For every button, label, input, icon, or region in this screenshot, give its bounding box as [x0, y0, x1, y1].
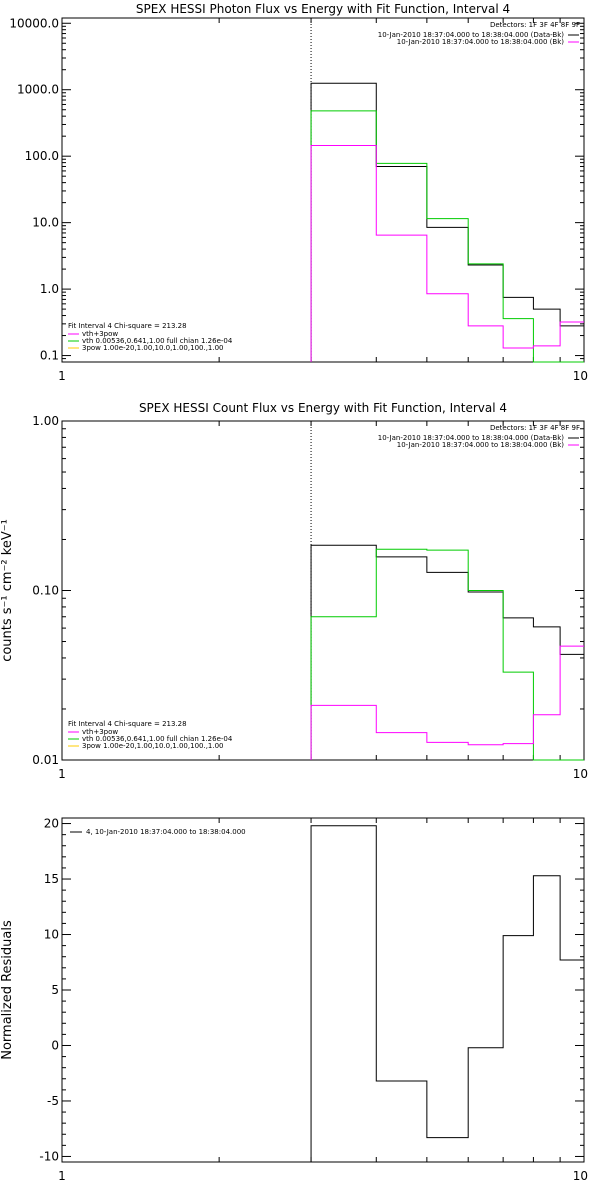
y-tick-label: 0.1	[40, 349, 59, 363]
x-tick-label: 10	[573, 369, 588, 383]
chart-panel-2: SPEX HESSI Count Flux vs Energy with Fit…	[0, 401, 588, 781]
legend-entry: 3pow 1.00e-20,1.00,10.0,1.00,100.,1.00	[82, 742, 224, 750]
legend-entry: 10-Jan-2010 18:37:04.000 to 18:38:04.000…	[397, 38, 565, 46]
series-line-background	[310, 144, 584, 362]
y-tick-label: 0	[51, 1038, 59, 1052]
legend-entry: 10-Jan-2010 18:37:04.000 to 18:38:04.000…	[378, 434, 565, 442]
series-line-residuals	[310, 825, 584, 1162]
legend-bottom-left: Fit Interval 4 Chi-square = 213.28vth+3p…	[68, 322, 233, 352]
legend-entry: 10-Jan-2010 18:37:04.000 to 18:38:04.000…	[397, 441, 565, 449]
y-tick-label: 20	[44, 817, 59, 831]
series-line-model	[310, 548, 584, 761]
plot-frame	[61, 817, 585, 1163]
x-tick-label: 10	[573, 1169, 588, 1183]
y-tick-label: 5	[51, 983, 59, 997]
y-tick-label: -5	[47, 1094, 59, 1108]
y-tick-label: 10	[44, 928, 59, 942]
legend-entry: 4, 10-Jan-2010 18:37:04.000 to 18:38:04.…	[86, 828, 246, 836]
y-tick-label: -10	[39, 1149, 59, 1163]
y-tick-label: 1.00	[32, 414, 59, 428]
y-tick-label: 1.0	[40, 282, 59, 296]
y-tick-label: 0.01	[32, 753, 59, 767]
legend-header: Detectors: 1F 3F 4F 8F 9F	[490, 424, 580, 432]
plot-frame	[61, 17, 585, 363]
plot-frame	[61, 420, 585, 761]
chart-panel-1: SPEX HESSI Photon Flux vs Energy with Fi…	[9, 2, 588, 383]
legend-top-left: 4, 10-Jan-2010 18:37:04.000 to 18:38:04.…	[70, 828, 246, 836]
series-line-background	[310, 645, 584, 760]
legend-top-right: Detectors: 1F 3F 4F 8F 9F 10-Jan-2010 18:…	[378, 21, 580, 46]
y-tick-label: 10.0	[32, 216, 59, 230]
legend-entry: vth+3pow	[82, 728, 118, 736]
series-line-model	[310, 110, 584, 363]
legend-entry: vth+3pow	[82, 330, 118, 338]
legend-entry: 10-Jan-2010 18:37:04.000 to 18:38:04.000…	[378, 31, 565, 39]
legend-header: Detectors: 1F 3F 4F 8F 9F	[490, 21, 580, 29]
x-tick-label: 1	[58, 369, 66, 383]
y-axis-label: counts s⁻¹ cm⁻² keV⁻¹	[0, 519, 15, 662]
legend-top-right: Detectors: 1F 3F 4F 8F 9F 10-Jan-2010 18:…	[378, 424, 580, 449]
y-tick-label: 1000.0	[17, 83, 59, 97]
fit-summary: Fit Interval 4 Chi-square = 213.28	[68, 720, 187, 728]
legend-bottom-left: Fit Interval 4 Chi-square = 213.28vth+3p…	[68, 720, 233, 750]
series-line-data	[310, 544, 584, 760]
series-line-data	[310, 82, 584, 362]
legend-entry: vth 0.00536,0.641,1.00 full chian 1.26e-…	[82, 337, 233, 345]
x-tick-label: 1	[58, 1169, 66, 1183]
chart-title: SPEX HESSI Photon Flux vs Energy with Fi…	[136, 2, 510, 16]
x-tick-label: 10	[573, 767, 588, 781]
legend-entry: 3pow 1.00e-20,1.00,10.0,1.00,100.,1.00	[82, 344, 224, 352]
y-tick-label: 0.10	[32, 584, 59, 598]
y-tick-label: 15	[44, 872, 59, 886]
x-tick-label: 1	[58, 767, 66, 781]
y-axis-label: Normalized Residuals	[0, 920, 15, 1060]
chart-title: SPEX HESSI Count Flux vs Energy with Fit…	[139, 401, 507, 415]
fit-summary: Fit Interval 4 Chi-square = 213.28	[68, 322, 187, 330]
y-tick-label: 100.0	[25, 149, 59, 163]
legend-entry: vth 0.00536,0.641,1.00 full chian 1.26e-…	[82, 735, 233, 743]
y-tick-label: 10000.0	[9, 16, 59, 30]
chart-panel-3: Normalized Residuals 1 10 -10 -5 0 5 10 15 20 4, 1…	[0, 817, 588, 1183]
